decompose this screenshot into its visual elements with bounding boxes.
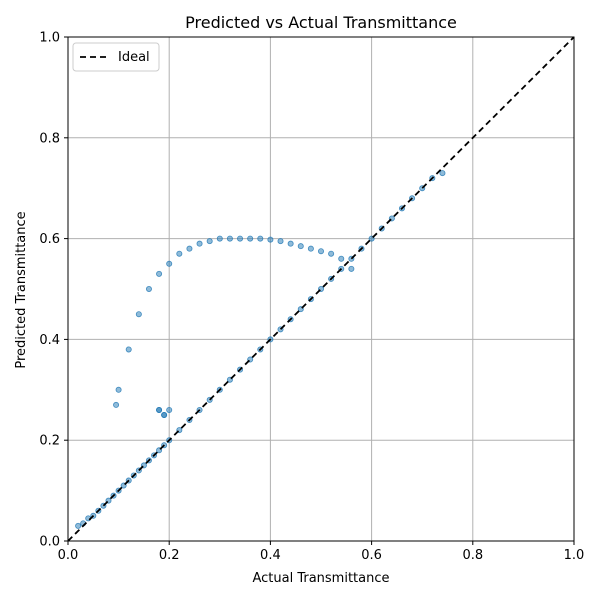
scatter-point [277,238,284,245]
x-axis-label: Actual Transmittance [252,571,389,586]
scatter-point [439,170,446,177]
scatter-point [145,285,152,292]
scatter-point [75,522,82,529]
y-tick-label: 0.2 [39,434,60,449]
ideal-line [67,36,575,542]
axis-ticks: 0.0 0.2 0.4 0.6 0.8 1.0 0.0 0.2 0.4 0.6 0.8 1.0 [39,31,584,564]
scatter-point [328,250,335,257]
x-tick-label: 1.0 [564,548,585,563]
scatter-point [226,235,233,242]
scatter-point [115,386,122,393]
scatter-point [237,235,244,242]
x-tick-label: 0.8 [462,548,483,563]
x-tick-label: 0.4 [260,548,281,563]
x-tick-label: 0.6 [361,548,382,563]
scatter-point [125,346,132,353]
scatter-point [196,240,203,247]
scatter-point [156,406,163,413]
scatter-point [267,236,274,243]
scatter-point [161,411,168,418]
y-tick-label: 0.0 [39,535,60,550]
y-tick-label: 0.8 [39,131,60,146]
scatter-point [135,311,142,318]
scatter-point [156,270,163,277]
scatter-point [206,238,213,245]
scatter-point [287,240,294,247]
scatter-point [166,260,173,267]
scatter-point [216,235,223,242]
scatter-point [113,401,120,408]
chart-title: Predicted vs Actual Transmittance [185,13,457,32]
x-tick-label: 0.0 [58,548,79,563]
plot-frame [67,36,575,542]
y-tick-label: 1.0 [39,31,60,46]
legend-box [72,42,160,72]
x-tick-label: 0.2 [159,548,180,563]
scatter-point [186,245,193,252]
scatter-point [307,245,314,252]
legend-ideal-label: Ideal [118,50,150,65]
y-tick-label: 0.6 [39,232,60,247]
scatter-point [247,235,254,242]
scatter-point [338,255,345,262]
y-axis-label: Predicted Transmittance [14,211,29,368]
legend: Ideal [72,42,160,72]
scatter-point [257,235,264,242]
y-tick-label: 0.4 [39,333,60,348]
scatter-point [348,265,355,272]
scatter-point [297,243,304,250]
scatter-point [176,250,183,257]
scatter-point [317,248,324,255]
scatter-point [166,406,173,413]
